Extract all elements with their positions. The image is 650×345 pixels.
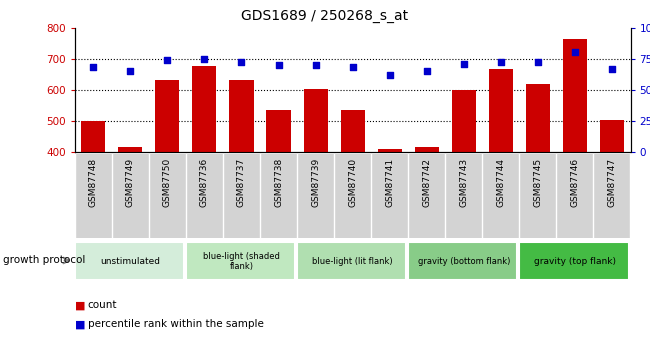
Point (495, 60, 506, 65)
Point (273, 62, 283, 68)
Text: GSM87738: GSM87738 (274, 158, 283, 207)
Point (569, 50, 580, 55)
Point (384, 72, 395, 78)
Text: GDS1689 / 250268_s_at: GDS1689 / 250268_s_at (241, 9, 409, 23)
Bar (81, 121, 105, 152)
Bar (489, 69, 513, 152)
Text: GSM87743: GSM87743 (460, 158, 468, 207)
Point (422, 68, 432, 74)
Bar (192, 66, 216, 152)
Bar (341, 110, 365, 152)
Bar (378, 149, 402, 152)
FancyBboxPatch shape (519, 242, 629, 280)
Text: GSM87740: GSM87740 (348, 158, 357, 207)
Point (347, 65, 358, 70)
Point (311, 62, 321, 68)
Text: GSM87750: GSM87750 (163, 158, 172, 207)
Bar (415, 147, 439, 152)
Point (199, 56, 209, 61)
Text: count: count (88, 300, 117, 310)
Point (533, 60, 543, 65)
Text: gravity (top flank): gravity (top flank) (534, 257, 616, 266)
Text: percentile rank within the sample: percentile rank within the sample (88, 319, 264, 329)
Point (458, 61, 469, 66)
Bar (118, 147, 142, 152)
Text: unstimulated: unstimulated (100, 257, 161, 266)
Text: growth protocol: growth protocol (3, 256, 86, 265)
FancyBboxPatch shape (75, 242, 184, 280)
Text: GSM87747: GSM87747 (608, 158, 616, 207)
Text: GSM87749: GSM87749 (126, 158, 135, 207)
Bar (304, 89, 328, 152)
Text: GSM87736: GSM87736 (200, 158, 209, 207)
Text: gravity (bottom flank): gravity (bottom flank) (417, 257, 510, 266)
FancyBboxPatch shape (297, 242, 406, 280)
Point (162, 57, 173, 63)
Text: blue-light (lit flank): blue-light (lit flank) (312, 257, 393, 266)
Text: GSM87748: GSM87748 (89, 158, 98, 207)
Text: blue-light (shaded
flank): blue-light (shaded flank) (203, 252, 280, 271)
Bar (229, 80, 254, 152)
Bar (155, 80, 179, 152)
Point (88, 65, 99, 70)
FancyBboxPatch shape (186, 242, 295, 280)
Point (606, 66, 617, 71)
Text: GSM87742: GSM87742 (422, 158, 431, 207)
Bar (266, 110, 291, 152)
Text: GSM87737: GSM87737 (237, 158, 246, 207)
Point (125, 68, 135, 74)
Text: GSM87741: GSM87741 (385, 158, 394, 207)
Text: ■: ■ (75, 319, 85, 329)
Text: ■: ■ (75, 300, 85, 310)
Text: GSM87739: GSM87739 (311, 158, 320, 207)
Text: GSM87746: GSM87746 (571, 158, 579, 207)
Text: GSM87745: GSM87745 (534, 158, 542, 207)
Bar (600, 120, 624, 152)
Bar (452, 90, 476, 152)
Bar (563, 39, 587, 152)
Text: GSM87744: GSM87744 (497, 158, 505, 207)
FancyBboxPatch shape (408, 242, 517, 280)
Point (237, 60, 247, 65)
Bar (526, 84, 550, 152)
